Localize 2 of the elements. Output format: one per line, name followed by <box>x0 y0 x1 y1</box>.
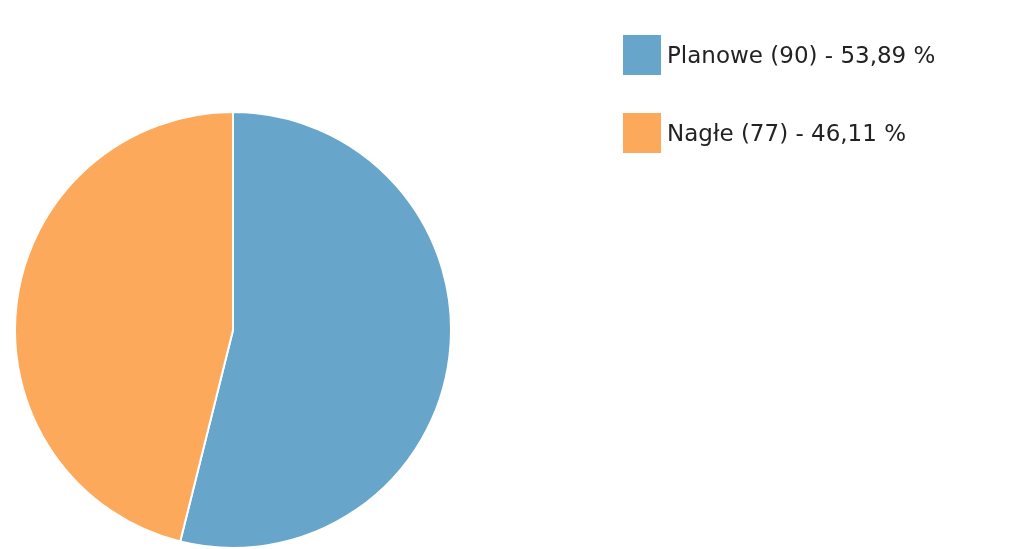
legend-label: Planowe (90) - 53,89 % <box>667 42 936 68</box>
legend-label: Nagłe (77) - 46,11 % <box>667 120 907 146</box>
